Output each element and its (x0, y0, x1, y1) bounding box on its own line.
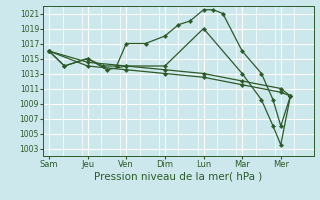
X-axis label: Pression niveau de la mer( hPa ): Pression niveau de la mer( hPa ) (94, 172, 262, 182)
